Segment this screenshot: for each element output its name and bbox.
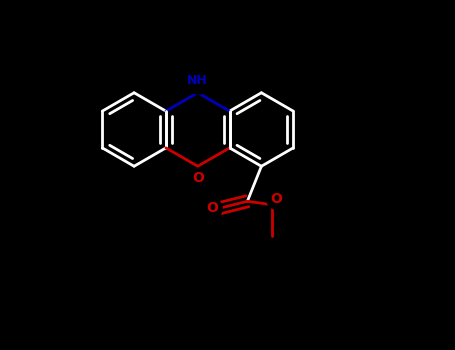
Text: O: O bbox=[207, 201, 218, 215]
Text: O: O bbox=[270, 193, 282, 206]
Text: O: O bbox=[192, 172, 204, 186]
Text: NH: NH bbox=[187, 74, 208, 87]
